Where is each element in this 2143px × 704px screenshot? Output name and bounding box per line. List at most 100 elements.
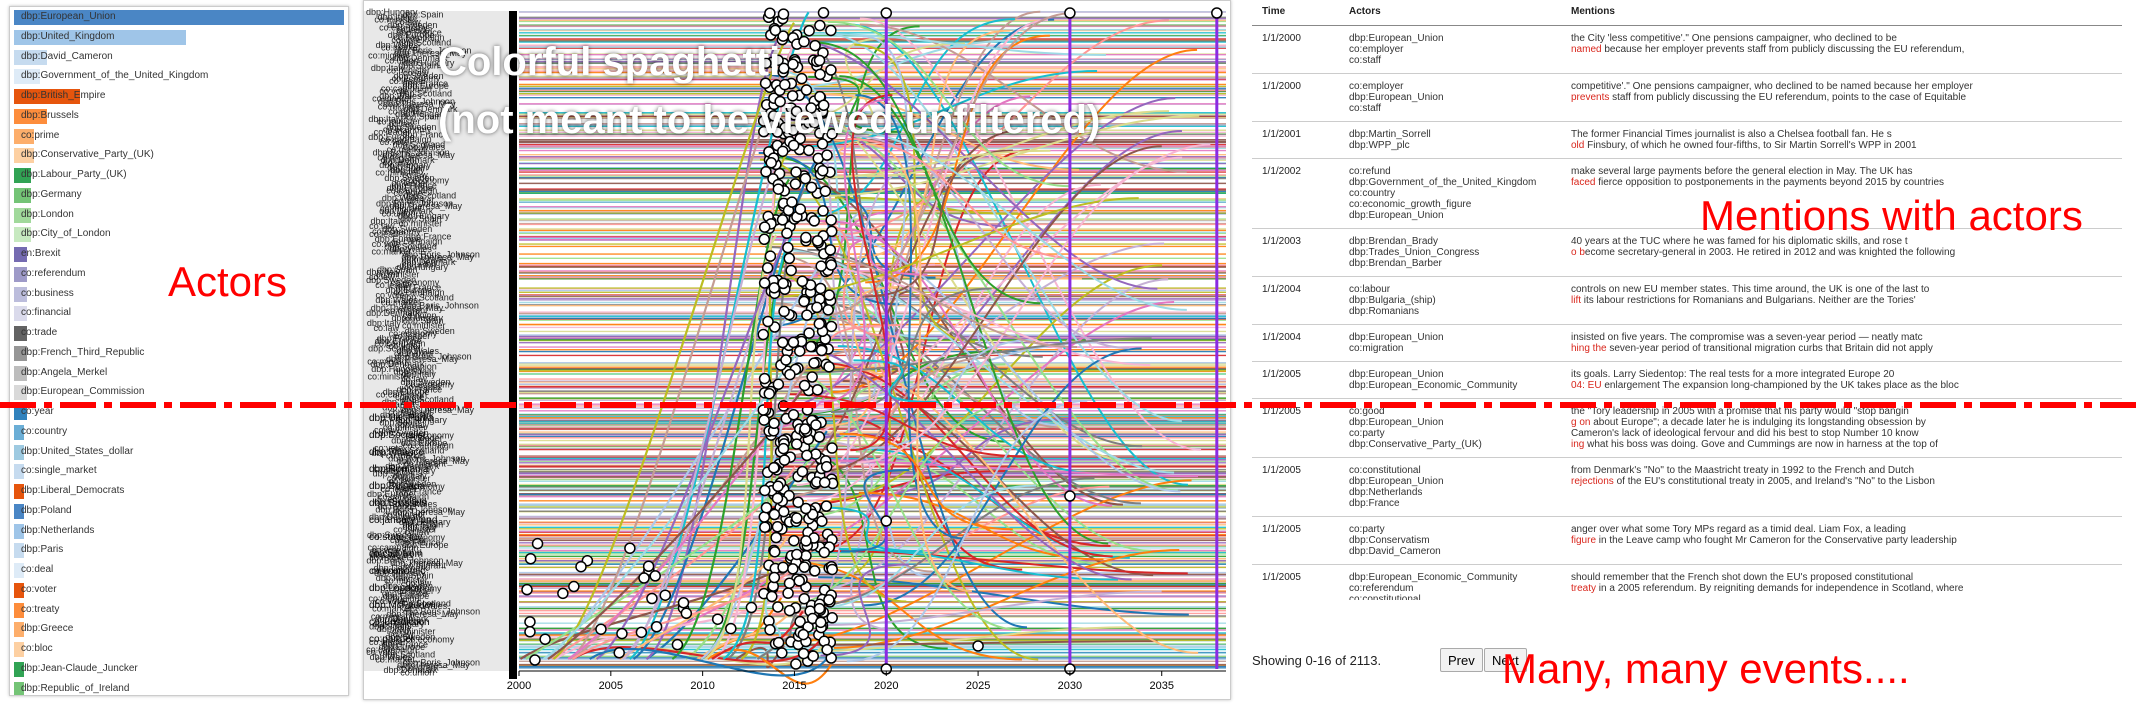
left-label: dbp:Spain: [373, 469, 414, 479]
mention-actor[interactable]: co:referendum: [1349, 583, 1414, 594]
mention-actor[interactable]: co:country: [1349, 188, 1396, 199]
timeline-panel[interactable]: dbp:Hungary dbp:Spain dbp:Italy co:minister…: [363, 0, 1231, 700]
mention-actor[interactable]: co:party: [1349, 428, 1385, 439]
actor-item[interactable]: dbp:Brussels: [10, 106, 348, 126]
mention-actor[interactable]: co:staff: [1349, 55, 1382, 66]
actor-item[interactable]: co:business: [10, 284, 348, 304]
actor-item[interactable]: dbp:Conservative_Party_(UK): [10, 145, 348, 165]
actor-item[interactable]: co:country: [10, 422, 348, 442]
actor-item[interactable]: dbp:United_Kingdom: [10, 27, 348, 47]
left-label: dbp:Wales: [403, 142, 446, 152]
mention-actor[interactable]: dbp:Conservatism: [1349, 535, 1430, 546]
actor-item[interactable]: dbp:City_of_London: [10, 224, 348, 244]
mention-curve: [818, 576, 1189, 616]
mention-row[interactable]: 1/1/2004 co:labour dbp:Bulgaria_(ship) dbp:…: [1252, 277, 2122, 325]
mention-row[interactable]: 1/1/2000 dbp:European_Union co:employer co:…: [1252, 26, 2122, 74]
mention-actor[interactable]: co:good: [1349, 406, 1385, 417]
actor-item[interactable]: co:referendum: [10, 264, 348, 284]
actor-item[interactable]: dbp:Republic_of_Ireland: [10, 679, 348, 695]
left-label: dbp:Theresa_May: [397, 660, 470, 670]
actor-item[interactable]: co:single_market: [10, 461, 348, 481]
actor-item[interactable]: dbp:European_Commission: [10, 382, 348, 402]
actor-item[interactable]: co:prime: [10, 126, 348, 146]
event-dot: [772, 480, 784, 493]
mention-actor[interactable]: dbp:WPP_plc: [1349, 140, 1410, 151]
actor-item[interactable]: en:Brexit: [10, 244, 348, 264]
mention-actor[interactable]: co:party: [1349, 524, 1385, 535]
actor-item[interactable]: dbp:European_Union: [10, 7, 348, 27]
mention-actor[interactable]: dbp:Netherlands: [1349, 487, 1423, 498]
mention-row[interactable]: 1/1/2004 dbp:European_Union co:migration in…: [1252, 325, 2122, 362]
actor-item[interactable]: dbp:Greece: [10, 619, 348, 639]
actor-item[interactable]: co:bloc: [10, 639, 348, 659]
mention-actor[interactable]: co:refund: [1349, 166, 1391, 177]
mention-curve: [846, 399, 1088, 663]
mention-actor[interactable]: co:migration: [1349, 343, 1404, 354]
actor-count-bar: [14, 602, 24, 618]
mention-actor[interactable]: dbp:Brendan_Barber: [1349, 258, 1442, 269]
actor-item[interactable]: dbp:Government_of_the_United_Kingdom: [10, 66, 348, 86]
mention-actor[interactable]: co:constitutional: [1349, 594, 1421, 600]
actor-item[interactable]: dbp:Jean-Claude_Juncker: [10, 659, 348, 679]
mention-row[interactable]: 1/1/2005 dbp:European_Economic_Community c…: [1252, 565, 2122, 600]
actor-item[interactable]: dbp:Poland: [10, 501, 348, 521]
mention-row[interactable]: 1/1/2003 dbp:Brendan_Brady dbp:Trades_Unio…: [1252, 229, 2122, 277]
mention-actor[interactable]: dbp:France: [1349, 498, 1400, 509]
mention-actor[interactable]: dbp:European_Union: [1349, 33, 1444, 44]
actor-item[interactable]: dbp:Netherlands: [10, 521, 348, 541]
mention-actor[interactable]: dbp:European_Union: [1349, 92, 1444, 103]
actor-item[interactable]: dbp:Germany: [10, 185, 348, 205]
actor-count-bar: [14, 187, 31, 203]
mention-actor[interactable]: dbp:Martin_Sorrell: [1349, 129, 1431, 140]
actor-item[interactable]: dbp:Angela_Merkel: [10, 363, 348, 383]
actor-item[interactable]: dbp:Paris: [10, 540, 348, 560]
actor-item[interactable]: co:financial: [10, 303, 348, 323]
left-label: dbp:Hungary: [395, 415, 447, 425]
mention-actor[interactable]: co:constitutional: [1349, 465, 1421, 476]
mention-actor[interactable]: dbp:Brendan_Brady: [1349, 236, 1438, 247]
mention-actor[interactable]: dbp:Romanians: [1349, 306, 1420, 317]
mention-actor[interactable]: co:employer: [1349, 44, 1404, 55]
mention-text-line: old Finsbury, of which he owned four-fif…: [1571, 140, 1991, 151]
mention-actor[interactable]: dbp:David_Cameron: [1349, 546, 1441, 557]
actor-item[interactable]: dbp:French_Third_Republic: [10, 343, 348, 363]
actor-item[interactable]: dbp:British_Empire: [10, 86, 348, 106]
actors-panel[interactable]: dbp:European_Union dbp:United_Kingdom dbp:…: [9, 6, 349, 696]
mention-actor[interactable]: co:employer: [1349, 81, 1404, 92]
mention-actor[interactable]: dbp:European_Union: [1349, 417, 1444, 428]
mention-actor[interactable]: dbp:Government_of_the_United_Kingdom: [1349, 177, 1537, 188]
prev-button[interactable]: Prev: [1440, 648, 1483, 672]
actor-item[interactable]: co:year: [10, 402, 348, 422]
mention-actor[interactable]: co:staff: [1349, 103, 1382, 114]
mention-actor[interactable]: dbp:European_Economic_Community: [1349, 380, 1518, 391]
mention-row[interactable]: 1/1/2002 co:refund dbp:Government_of_the_U…: [1252, 159, 2122, 229]
mention-row[interactable]: 1/1/2005 co:party dbp:Conservatism dbp:Davi…: [1252, 517, 2122, 565]
mention-row[interactable]: 1/1/2005 co:good dbp:European_Union co:part…: [1252, 399, 2122, 458]
mention-actor[interactable]: co:labour: [1349, 284, 1391, 295]
event-dot: [771, 521, 784, 533]
mention-actor[interactable]: dbp:European_Union: [1349, 369, 1444, 380]
mention-actor[interactable]: dbp:European_Union: [1349, 210, 1444, 221]
mention-actor[interactable]: dbp:European_Economic_Community: [1349, 572, 1518, 583]
mention-actor[interactable]: dbp:Trades_Union_Congress: [1349, 247, 1480, 258]
mention-row[interactable]: 1/1/2005 co:constitutional dbp:European_Un…: [1252, 458, 2122, 517]
actor-item[interactable]: dbp:David_Cameron: [10, 47, 348, 67]
mention-actor[interactable]: dbp:European_Union: [1349, 332, 1444, 343]
mention-row[interactable]: 1/1/2001 dbp:Martin_Sorrell dbp:WPP_plc The…: [1252, 122, 2122, 159]
mention-actor[interactable]: dbp:Bulgaria_(ship): [1349, 295, 1436, 306]
actor-item[interactable]: co:treaty: [10, 600, 348, 620]
actor-item[interactable]: dbp:United_States_dollar: [10, 442, 348, 462]
actor-item[interactable]: dbp:Labour_Party_(UK): [10, 165, 348, 185]
mention-actor[interactable]: co:economic_growth_figure: [1349, 199, 1472, 210]
mention-actor[interactable]: dbp:Conservative_Party_(UK): [1349, 439, 1482, 450]
mention-row[interactable]: 1/1/2005 dbp:European_Union dbp:European_E…: [1252, 362, 2122, 399]
actor-item[interactable]: co:trade: [10, 323, 348, 343]
timeline-chart[interactable]: dbp:Hungarydbp:Spaindbp:Italyco:minister…: [364, 1, 1230, 699]
actor-item[interactable]: co:deal: [10, 560, 348, 580]
mention-actor[interactable]: dbp:European_Union: [1349, 476, 1444, 487]
next-button[interactable]: Next: [1484, 648, 1527, 672]
actor-item[interactable]: dbp:London: [10, 205, 348, 225]
mention-row[interactable]: 1/1/2000 co:employer dbp:European_Union co:…: [1252, 74, 2122, 122]
actor-item[interactable]: dbp:Liberal_Democrats: [10, 481, 348, 501]
actor-item[interactable]: co:voter: [10, 580, 348, 600]
